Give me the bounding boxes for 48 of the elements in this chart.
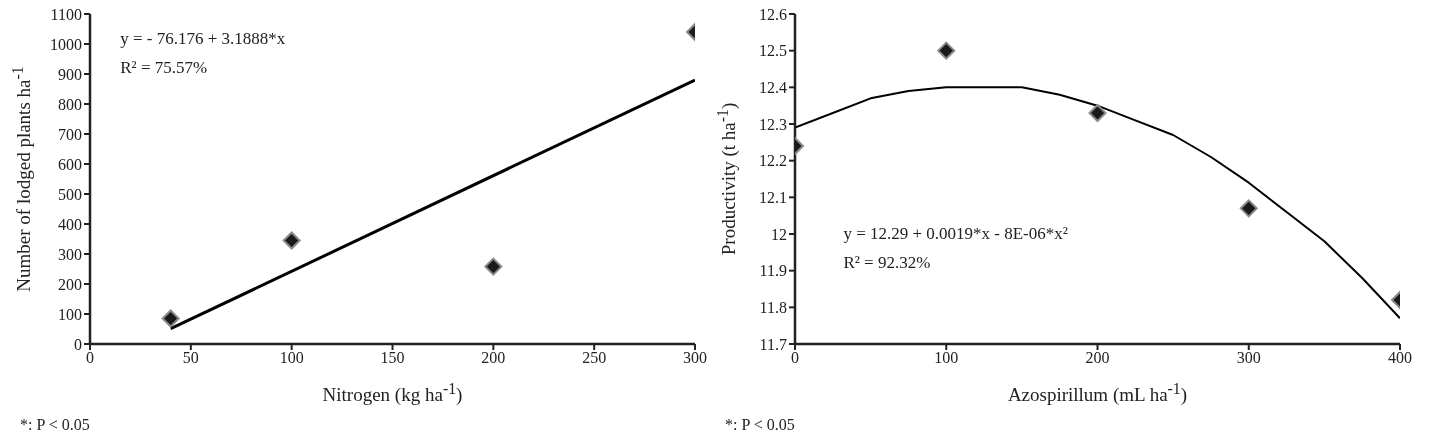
y-tick-label: 900: [58, 65, 82, 83]
y-tick-label: 400: [58, 215, 82, 233]
annotation: y = - 76.176 + 3.1888*x: [120, 27, 286, 50]
y-tick-label: 700: [58, 125, 82, 143]
y-tick-label: 100: [58, 305, 82, 323]
x-tick-label: 200: [481, 349, 506, 367]
x-axis-title: Nitrogen (kg ha$^{-1}$): [321, 380, 464, 407]
y-tick-label: 1100: [50, 5, 82, 23]
x-tick-label: 50: [182, 349, 199, 367]
y-tick-label: 12.5: [759, 42, 787, 60]
y-tick-label: 300: [58, 245, 82, 263]
x-tick-label: 100: [279, 349, 304, 367]
y-tick-label: 11.8: [759, 299, 787, 317]
y-tick-label: 12.6: [759, 5, 787, 23]
y-tick-label: 12: [771, 225, 787, 243]
text: *: P < 0.05: [725, 416, 795, 434]
annotation: y = 12.29 + 0.0019*x - 8E-06*x²: [843, 222, 1068, 245]
y-tick-label: 0: [74, 335, 82, 353]
y-tick-label: 800: [58, 95, 82, 113]
x-tick-label: 250: [582, 349, 607, 367]
point: [161, 309, 180, 328]
x-tick-label: 300: [1236, 349, 1261, 367]
line-series: [795, 86, 1400, 320]
x-tick-label: 200: [1085, 349, 1110, 367]
x-axis-title: Azospirillum (mL ha$^{-1}$): [1006, 380, 1189, 407]
x-tick-label: 150: [380, 349, 405, 367]
annotation: R² = 92.32%: [843, 251, 932, 274]
y-tick-label: 200: [58, 275, 82, 293]
y-tick-label: 12.2: [759, 152, 787, 170]
y-tick-label: 1000: [50, 35, 82, 53]
y-tick-label: 12.1: [759, 189, 787, 207]
y-tick-label: 500: [58, 185, 82, 203]
y-tick-label: 11.7: [759, 335, 787, 353]
x-tick-label: 400: [1388, 349, 1412, 367]
y-tick-label: 12.3: [759, 115, 787, 133]
x-tick-label: 100: [934, 349, 959, 367]
x-tick-label: 0: [86, 349, 94, 367]
point: [1088, 104, 1107, 122]
point: [1239, 199, 1258, 218]
y-tick-label: 600: [58, 155, 82, 173]
text: *: P < 0.05: [20, 416, 90, 434]
x-tick-label: 0: [791, 349, 799, 367]
annotation: R² = 75.57%: [120, 56, 209, 79]
point: [937, 41, 956, 60]
point: [282, 231, 301, 250]
x-tick-label: 300: [683, 349, 707, 367]
y-tick-label: 12.4: [759, 79, 787, 97]
y-tick-label: 11.9: [759, 262, 787, 280]
